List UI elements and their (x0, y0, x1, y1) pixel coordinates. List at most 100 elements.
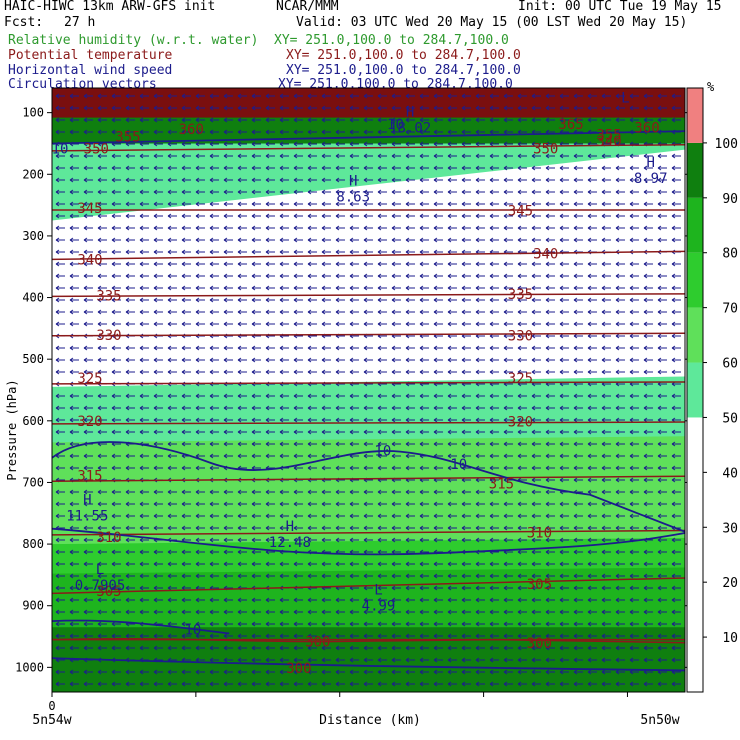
wind-vector-arrow (671, 441, 681, 447)
wind-vector-arrow (377, 585, 387, 591)
wind-vector-arrow (629, 489, 639, 495)
wind-vector-arrow (377, 189, 387, 195)
wind-vector-arrow (671, 477, 681, 483)
wind-vector-arrow (279, 681, 289, 687)
wind-vector-arrow (601, 597, 611, 603)
wind-vector-arrow (559, 621, 569, 627)
wind-vector-arrow (69, 261, 79, 267)
wind-vector-arrow (517, 117, 527, 123)
wind-vector-arrow (237, 441, 247, 447)
wind-vector-arrow (55, 489, 65, 495)
wind-vector-arrow (181, 417, 191, 423)
wind-vector-arrow (321, 285, 331, 291)
wind-vector-arrow (335, 537, 345, 543)
wind-vector-arrow (335, 393, 345, 399)
wind-vector-arrow (167, 429, 177, 435)
wind-vector-arrow (195, 177, 205, 183)
wind-vector-arrow (237, 237, 247, 243)
wind-vector-arrow (69, 201, 79, 207)
wind-vector-arrow (349, 357, 359, 363)
wind-vector-arrow (657, 93, 667, 99)
wind-vector-arrow (461, 585, 471, 591)
wind-vector-arrow (335, 273, 345, 279)
wind-vector-arrow (671, 117, 681, 123)
wind-vector-arrow (265, 117, 275, 123)
wind-vector-arrow (237, 201, 247, 207)
wind-vector-arrow (181, 237, 191, 243)
wind-vector-arrow (139, 177, 149, 183)
wind-vector-arrow (111, 177, 121, 183)
wind-vector-arrow (545, 417, 555, 423)
wind-vector-arrow (657, 633, 667, 639)
wind-speed-label: 10 (52, 142, 69, 158)
wind-vector-arrow (475, 525, 485, 531)
wind-vector-arrow (517, 93, 527, 99)
wind-vector-arrow (237, 309, 247, 315)
wind-vector-arrow (55, 465, 65, 471)
wind-vector-arrow (517, 657, 527, 663)
wind-vector-arrow (335, 93, 345, 99)
wind-vector-arrow (209, 105, 219, 111)
wind-vector-arrow (503, 681, 513, 687)
wind-vector-arrow (321, 633, 331, 639)
wind-vector-arrow (195, 645, 205, 651)
wind-vector-arrow (419, 105, 429, 111)
wind-vector-arrow (573, 597, 583, 603)
theta-contour-line (51, 421, 686, 425)
wind-vector-arrow (629, 549, 639, 555)
wind-vector-arrow (69, 285, 79, 291)
wind-vector-arrow (97, 681, 107, 687)
wind-vector-arrow (335, 189, 345, 195)
wind-vector-arrow (405, 309, 415, 315)
wind-vector-arrow (531, 405, 541, 411)
wind-vector-arrow (265, 225, 275, 231)
wind-vector-arrow (671, 537, 681, 543)
wind-vector-arrow (97, 453, 107, 459)
wind-vector-arrow (195, 189, 205, 195)
wind-vector-arrow (139, 417, 149, 423)
wind-vector-arrow (559, 453, 569, 459)
wind-vector-arrow (195, 141, 205, 147)
wind-vector-arrow (83, 573, 93, 579)
wind-vector-arrow (531, 585, 541, 591)
wind-vector-arrow (489, 681, 499, 687)
wind-vector-arrow (671, 621, 681, 627)
wind-vector-arrow (293, 597, 303, 603)
wind-vector-arrow (153, 513, 163, 519)
wind-vector-arrow (125, 549, 135, 555)
wind-vector-arrow (111, 633, 121, 639)
wind-vector-arrow (573, 345, 583, 351)
wind-vector-arrow (503, 105, 513, 111)
wind-vector-arrow (335, 489, 345, 495)
wind-vector-arrow (545, 609, 555, 615)
wind-vector-arrow (629, 309, 639, 315)
wind-vector-arrow (601, 261, 611, 267)
wind-vector-arrow (181, 93, 191, 99)
wind-vector-arrow (139, 273, 149, 279)
wind-vector-arrow (391, 573, 401, 579)
wind-vector-arrow (475, 621, 485, 627)
wind-vector-arrow (195, 513, 205, 519)
wind-vector-arrow (615, 273, 625, 279)
wind-vector-arrow (293, 201, 303, 207)
wind-vector-arrow (167, 393, 177, 399)
wind-vector-arrow (181, 321, 191, 327)
wind-vector-arrow (97, 369, 107, 375)
wind-vector-arrow (377, 369, 387, 375)
wind-vector-arrow (517, 525, 527, 531)
wind-vector-arrow (629, 573, 639, 579)
wind-vector-arrow (643, 405, 653, 411)
wind-vector-arrow (573, 477, 583, 483)
wind-vector-arrow (657, 357, 667, 363)
wind-vector-arrow (629, 105, 639, 111)
wind-vector-arrow (559, 501, 569, 507)
wind-vector-arrow (615, 549, 625, 555)
wind-vector-arrow (615, 213, 625, 219)
wind-vector-arrow (209, 261, 219, 267)
wind-vector-arrow (265, 141, 275, 147)
wind-vector-arrow (559, 309, 569, 315)
wind-vector-arrow (377, 669, 387, 675)
wind-vector-arrow (83, 501, 93, 507)
wind-vector-arrow (517, 609, 527, 615)
wind-vector-arrow (447, 93, 457, 99)
